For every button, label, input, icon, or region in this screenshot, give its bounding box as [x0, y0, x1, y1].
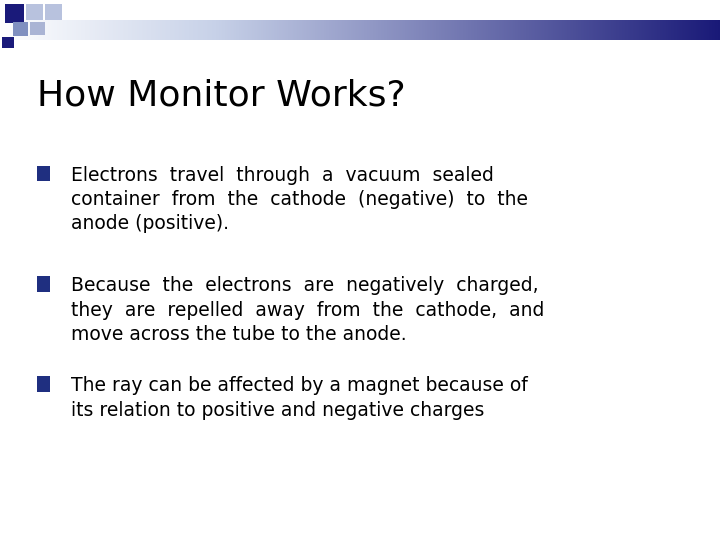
Text: Because  the  electrons  are  negatively  charged,
they  are  repelled  away  fr: Because the electrons are negatively cha… [71, 276, 544, 344]
Text: Electrons  travel  through  a  vacuum  sealed
container  from  the  cathode  (ne: Electrons travel through a vacuum sealed… [71, 166, 528, 233]
Bar [5, 4, 24, 23]
Bar [45, 4, 62, 20]
Text: How Monitor Works?: How Monitor Works? [37, 78, 406, 112]
Bar [30, 22, 45, 35]
Bar [37, 376, 50, 392]
Text: The ray can be affected by a magnet because of
its relation to positive and nega: The ray can be affected by a magnet beca… [71, 376, 527, 420]
Bar [37, 276, 50, 292]
Bar [2, 37, 14, 48]
Bar [37, 166, 50, 181]
Bar [13, 22, 28, 36]
Bar [26, 4, 43, 20]
